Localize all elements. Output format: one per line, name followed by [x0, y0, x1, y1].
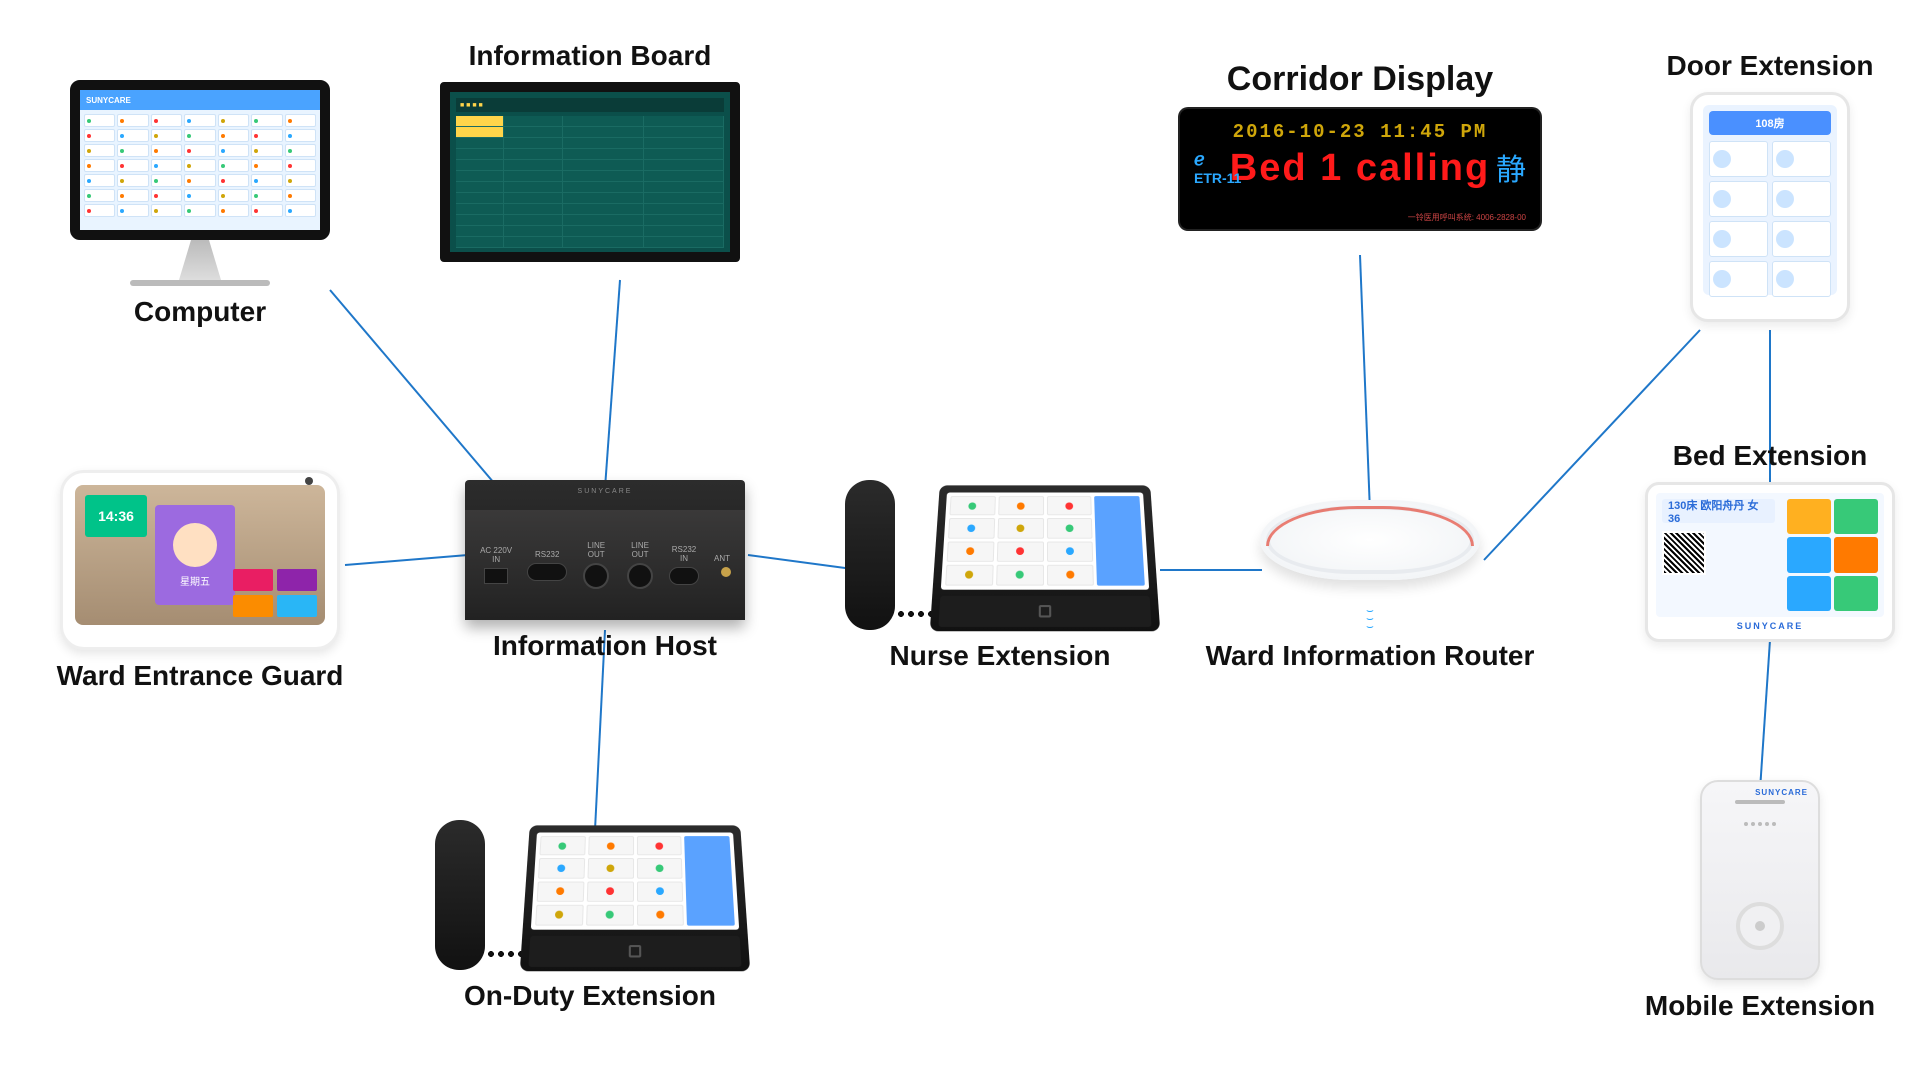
serial-port-icon [669, 567, 699, 585]
bed-tablet: 130床 欧阳舟丹 女 36 SUNYCARE [1645, 482, 1895, 642]
door-ext-label: Door Extension [1667, 50, 1874, 82]
corridor-datetime: 2016-10-23 11:45 PM [1194, 121, 1526, 143]
nurse-ext-label: Nurse Extension [890, 640, 1111, 672]
node-ward-guard: 14:36 星期五 Ward Entrance Guard [60, 470, 340, 692]
serial-port-icon [527, 563, 567, 581]
guard-clock: 14:36 [85, 495, 147, 537]
node-onduty-extension: On-Duty Extension [430, 820, 750, 1012]
qr-icon [1662, 531, 1706, 575]
node-router: ⌣⌣⌣ Ward Information Router [1250, 500, 1490, 672]
corridor-cn-char: 静 [1496, 145, 1526, 189]
corridor-footer: 一铃医用呼叫系统: 4006-2828-00 [1408, 212, 1526, 223]
guard-tablet: 14:36 星期五 [60, 470, 340, 650]
bed-ext-label: Bed Extension [1673, 440, 1867, 472]
phone-console [930, 485, 1160, 631]
guard-label: Ward Entrance Guard [57, 660, 344, 692]
node-info-host: SUNYCARE AC 220V IN RS232 LINE OUT LINE … [465, 480, 745, 662]
audio-port-icon [627, 563, 653, 589]
computer-screen: SUNYCARE [70, 80, 330, 240]
node-computer: SUNYCARE Computer [70, 80, 330, 328]
bed-title: 130床 欧阳舟丹 女 36 [1662, 499, 1775, 523]
mobile-brand: SUNYCARE [1755, 788, 1808, 797]
door-room: 108房 [1709, 111, 1831, 135]
node-door-extension: Door Extension 108房 [1690, 50, 1850, 322]
guard-avatar: 星期五 [155, 505, 235, 605]
router-device: ⌣⌣⌣ [1260, 500, 1480, 600]
node-info-board: Information Board ■ ■ ■ ■ [440, 40, 740, 262]
handset-icon [435, 820, 485, 970]
node-bed-extension: Bed Extension 130床 欧阳舟丹 女 36 SUNYCARE [1645, 440, 1895, 642]
computer-app-title: SUNYCARE [80, 90, 320, 110]
power-port-icon [484, 568, 508, 584]
info-host-device: SUNYCARE AC 220V IN RS232 LINE OUT LINE … [465, 480, 745, 620]
corridor-panel: ℯETR-11 2016-10-23 11:45 PM Bed 1 callin… [1180, 109, 1540, 229]
onduty-phone [435, 820, 745, 970]
door-tablet: 108房 [1690, 92, 1850, 322]
corridor-message: Bed 1 calling [1194, 147, 1526, 190]
info-board-screen: ■ ■ ■ ■ [440, 82, 740, 262]
handset-icon [845, 480, 895, 630]
info-board-label: Information Board [469, 40, 712, 72]
host-brand: SUNYCARE [578, 488, 633, 495]
mobile-call-button[interactable] [1736, 902, 1784, 950]
audio-port-icon [583, 563, 609, 589]
bed-brand: SUNYCARE [1656, 621, 1884, 631]
antenna-port-icon [721, 567, 731, 577]
corridor-label: Corridor Display [1227, 60, 1493, 99]
computer-label: Computer [134, 296, 266, 328]
wifi-icon: ⌣⌣⌣ [1330, 606, 1410, 630]
phone-console [520, 825, 750, 971]
nurse-phone [845, 480, 1155, 630]
node-mobile-extension: SUNYCARE Mobile Extension [1695, 780, 1825, 1022]
mobile-ext-label: Mobile Extension [1645, 990, 1875, 1022]
camera-icon [305, 477, 313, 485]
node-nurse-extension: Nurse Extension [840, 480, 1160, 672]
onduty-ext-label: On-Duty Extension [464, 980, 716, 1012]
corridor-logo: ℯETR-11 [1194, 149, 1241, 186]
router-label: Ward Information Router [1206, 640, 1535, 672]
info-host-label: Information Host [493, 630, 717, 662]
mobile-device: SUNYCARE [1700, 780, 1820, 980]
node-corridor: Corridor Display ℯETR-11 2016-10-23 11:4… [1180, 60, 1540, 229]
